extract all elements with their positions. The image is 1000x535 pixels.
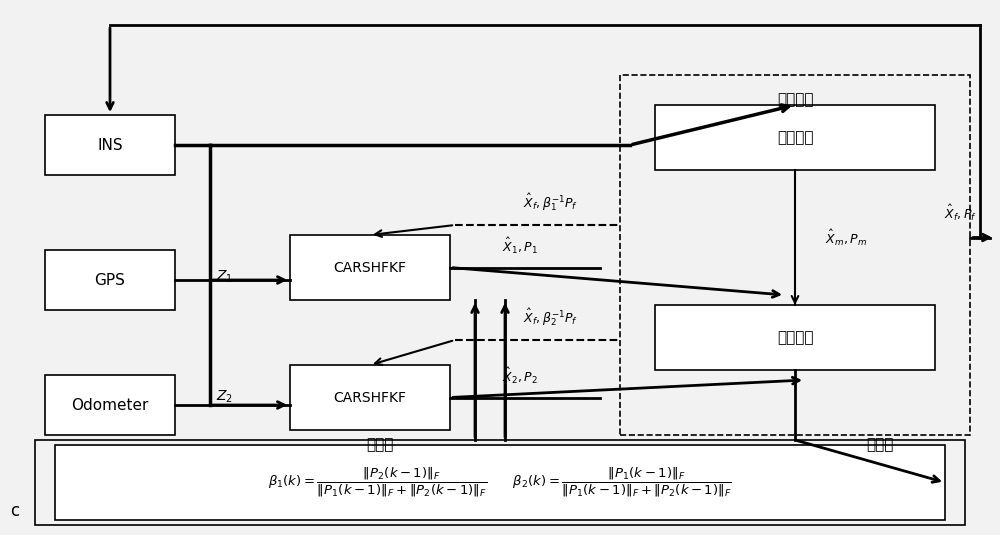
Text: $\hat{X}_2, P_2$: $\hat{X}_2, P_2$ xyxy=(502,365,538,386)
Text: $\hat{X}_f, \beta_2^{-1}P_f$: $\hat{X}_f, \beta_2^{-1}P_f$ xyxy=(523,307,577,328)
FancyBboxPatch shape xyxy=(45,250,175,310)
Text: CARSHFKF: CARSHFKF xyxy=(334,261,406,274)
FancyBboxPatch shape xyxy=(45,375,175,435)
Text: c: c xyxy=(10,502,19,520)
Text: $\hat{X}_f, P_f$: $\hat{X}_f, P_f$ xyxy=(944,202,976,223)
Text: $\beta_1(k)=\dfrac{\|P_2(k-1)\|_F}{\|P_1(k-1)\|_F+\|P_2(k-1)\|_F}\quad\quad \bet: $\beta_1(k)=\dfrac{\|P_2(k-1)\|_F}{\|P_1… xyxy=(268,466,732,499)
Text: Odometer: Odometer xyxy=(71,398,149,412)
FancyBboxPatch shape xyxy=(655,105,935,170)
Text: 第二层: 第二层 xyxy=(866,437,894,452)
FancyBboxPatch shape xyxy=(55,445,945,520)
Text: 时间更新: 时间更新 xyxy=(777,130,813,145)
Text: $\hat{X}_m, P_m$: $\hat{X}_m, P_m$ xyxy=(825,227,867,248)
Text: 最优融合: 最优融合 xyxy=(777,330,813,345)
FancyBboxPatch shape xyxy=(35,440,965,525)
Text: INS: INS xyxy=(97,137,123,152)
Text: 第一层: 第一层 xyxy=(366,437,394,452)
Text: $\hat{X}_f, \beta_1^{-1}P_f$: $\hat{X}_f, \beta_1^{-1}P_f$ xyxy=(523,192,577,213)
FancyBboxPatch shape xyxy=(45,115,175,175)
Text: GPS: GPS xyxy=(95,272,125,287)
Text: $Z_2$: $Z_2$ xyxy=(216,389,234,405)
Text: CARSHFKF: CARSHFKF xyxy=(334,391,406,404)
FancyBboxPatch shape xyxy=(290,365,450,430)
Text: $Z_1$: $Z_1$ xyxy=(216,269,234,285)
FancyBboxPatch shape xyxy=(290,235,450,300)
Text: 主滤波器: 主滤波器 xyxy=(777,93,813,108)
FancyBboxPatch shape xyxy=(655,305,935,370)
FancyBboxPatch shape xyxy=(620,75,970,435)
Text: $\hat{X}_1, P_1$: $\hat{X}_1, P_1$ xyxy=(502,235,538,256)
